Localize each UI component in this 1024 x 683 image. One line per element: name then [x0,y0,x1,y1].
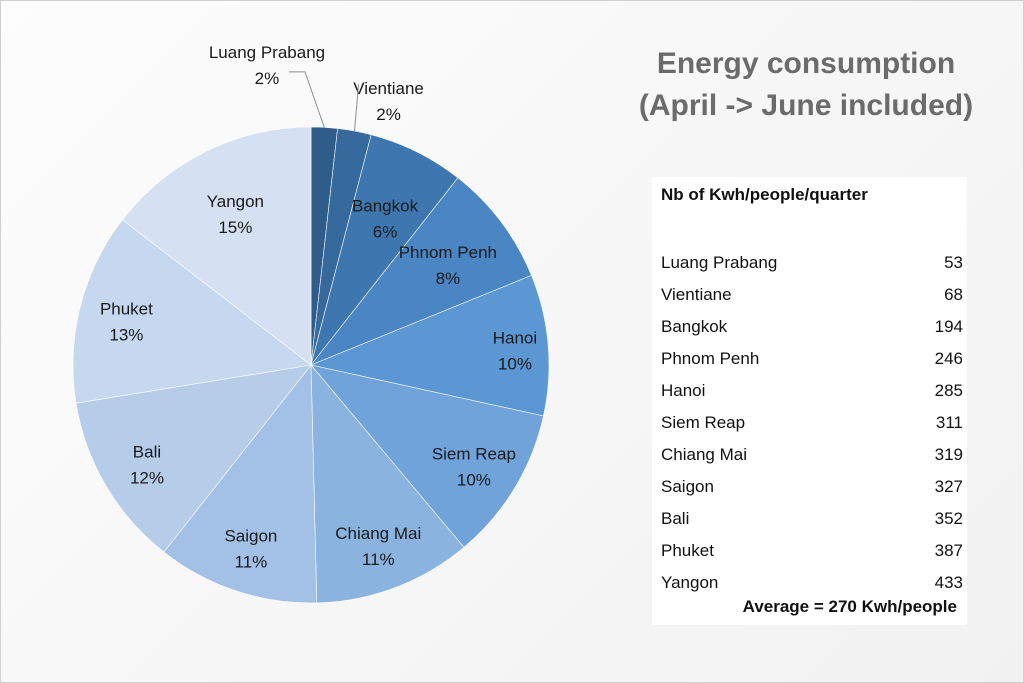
table-heading: Nb of Kwh/people/quarter [661,185,868,204]
table-value: 433 [934,573,963,592]
slice-percent-siem-reap: 10% [457,471,491,490]
slice-percent-luang-prabang: 2% [255,69,280,88]
slice-label-phuket: Phuket [100,299,153,318]
table-city: Luang Prabang [661,253,778,272]
pie-slice-chiang-mai [310,364,465,604]
table-city: Yangon [661,573,719,592]
slice-label-yangon: Yangon [207,192,264,211]
consumption-table: Nb of Kwh/people/quarter Luang Prabang 53… [652,177,967,625]
slice-percent-bangkok: 6% [373,223,398,242]
slice-percent-phnom-penh: 8% [436,269,461,288]
table-city: Bangkok [661,317,728,336]
table-row: Vientiane 68 [661,279,963,311]
table-value: 285 [934,381,963,400]
table-row: Phuket 387 [661,535,963,567]
slice-percent-chiang-mai: 11% [362,550,395,569]
pie-slice-hanoi [309,275,550,417]
slice-percent-vientiane: 2% [376,105,401,124]
table-row: Yangon 433 [661,567,963,599]
slice-label-hanoi: Hanoi [493,329,537,348]
slice-percent-yangon: 15% [218,218,252,237]
chart-title-line-2: (April -> June included) [638,89,974,122]
table-value: 327 [934,477,963,496]
pie-slice-yangon [122,126,312,366]
table-value: 387 [934,541,963,560]
table-row: Bali 352 [661,503,963,535]
slice-percent-bali: 12% [130,469,164,488]
pie-slice-saigon [163,364,318,604]
table-city: Siem Reap [661,413,746,432]
slice-label-siem-reap: Siem Reap [432,445,516,464]
table-row: Phnom Penh 246 [661,343,963,375]
leader-line-vientiane [353,84,360,132]
table-value: 319 [934,445,963,464]
slice-percent-hanoi: 10% [498,355,532,374]
slice-label-vientiane: Vientiane [353,79,424,98]
slice-label-bangkok: Bangkok [352,197,419,216]
slice-label-chiang-mai: Chiang Mai [335,524,421,543]
slice-label-luang-prabang: Luang Prabang [209,43,325,62]
pie-slice-phuket [72,219,312,404]
table-city: Phnom Penh [661,349,760,368]
table-value: 352 [934,509,963,528]
table-row: Hanoi 285 [661,375,963,407]
leader-line-luang-prabang [288,71,325,128]
table-city: Phuket [661,541,714,560]
slice-label-saigon: Saigon [224,527,277,546]
slice-label-phnom-penh: Phnom Penh [399,243,497,262]
table-city: Saigon [661,477,714,496]
table-average: Average = 270 Kwh/people [742,597,957,616]
table-value: 68 [944,285,963,304]
pie-slice-siem-reap [310,364,544,548]
slice-label-bali: Bali [133,443,161,462]
table-rows: Luang Prabang 53 Vientiane 68 Bangkok 194 Phno… [661,247,963,599]
table-city: Hanoi [661,381,706,400]
slice-percent-saigon: 11% [235,553,268,572]
pie-slice-bali [75,364,312,553]
table-value: 311 [935,413,963,432]
table-row: Chiang Mai 319 [661,439,963,471]
chart-title: Energy consumption (April -> June includ… [601,43,1011,127]
table-row: Saigon 327 [661,471,963,503]
pie-slice-phnom-penh [310,177,532,366]
table-value: 246 [934,349,963,368]
table-city: Bali [661,509,690,528]
chart-title-line-1: Energy consumption [656,47,956,80]
table-city: Vientiane [661,285,732,304]
table-value: 53 [944,253,963,272]
slice-percent-phuket: 13% [109,325,143,344]
table-value: 194 [934,317,963,336]
table-row: Siem Reap 311 [661,407,963,439]
table-city: Chiang Mai [661,445,747,464]
table-row: Luang Prabang 53 [661,247,963,279]
table-row: Bangkok 194 [661,311,963,343]
